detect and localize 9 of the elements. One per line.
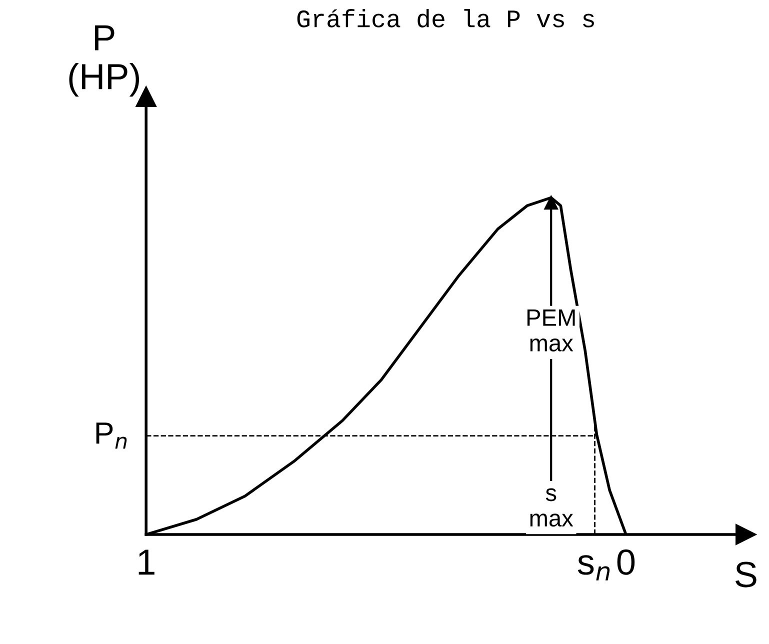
- y-axis-title: P (HP): [69, 25, 139, 97]
- x-axis-title: S: [736, 562, 756, 588]
- x-tick-label: 0: [617, 549, 635, 575]
- chart-title: Gráfica de la P vs s: [297, 9, 594, 28]
- annotation: PEM max: [527, 310, 575, 352]
- annotation: s max: [530, 488, 574, 527]
- x-tick-label: s$_{n}$: [578, 555, 610, 580]
- x-tick-label: 1: [138, 550, 154, 575]
- ref-line-label: P$_{n}$: [96, 422, 127, 449]
